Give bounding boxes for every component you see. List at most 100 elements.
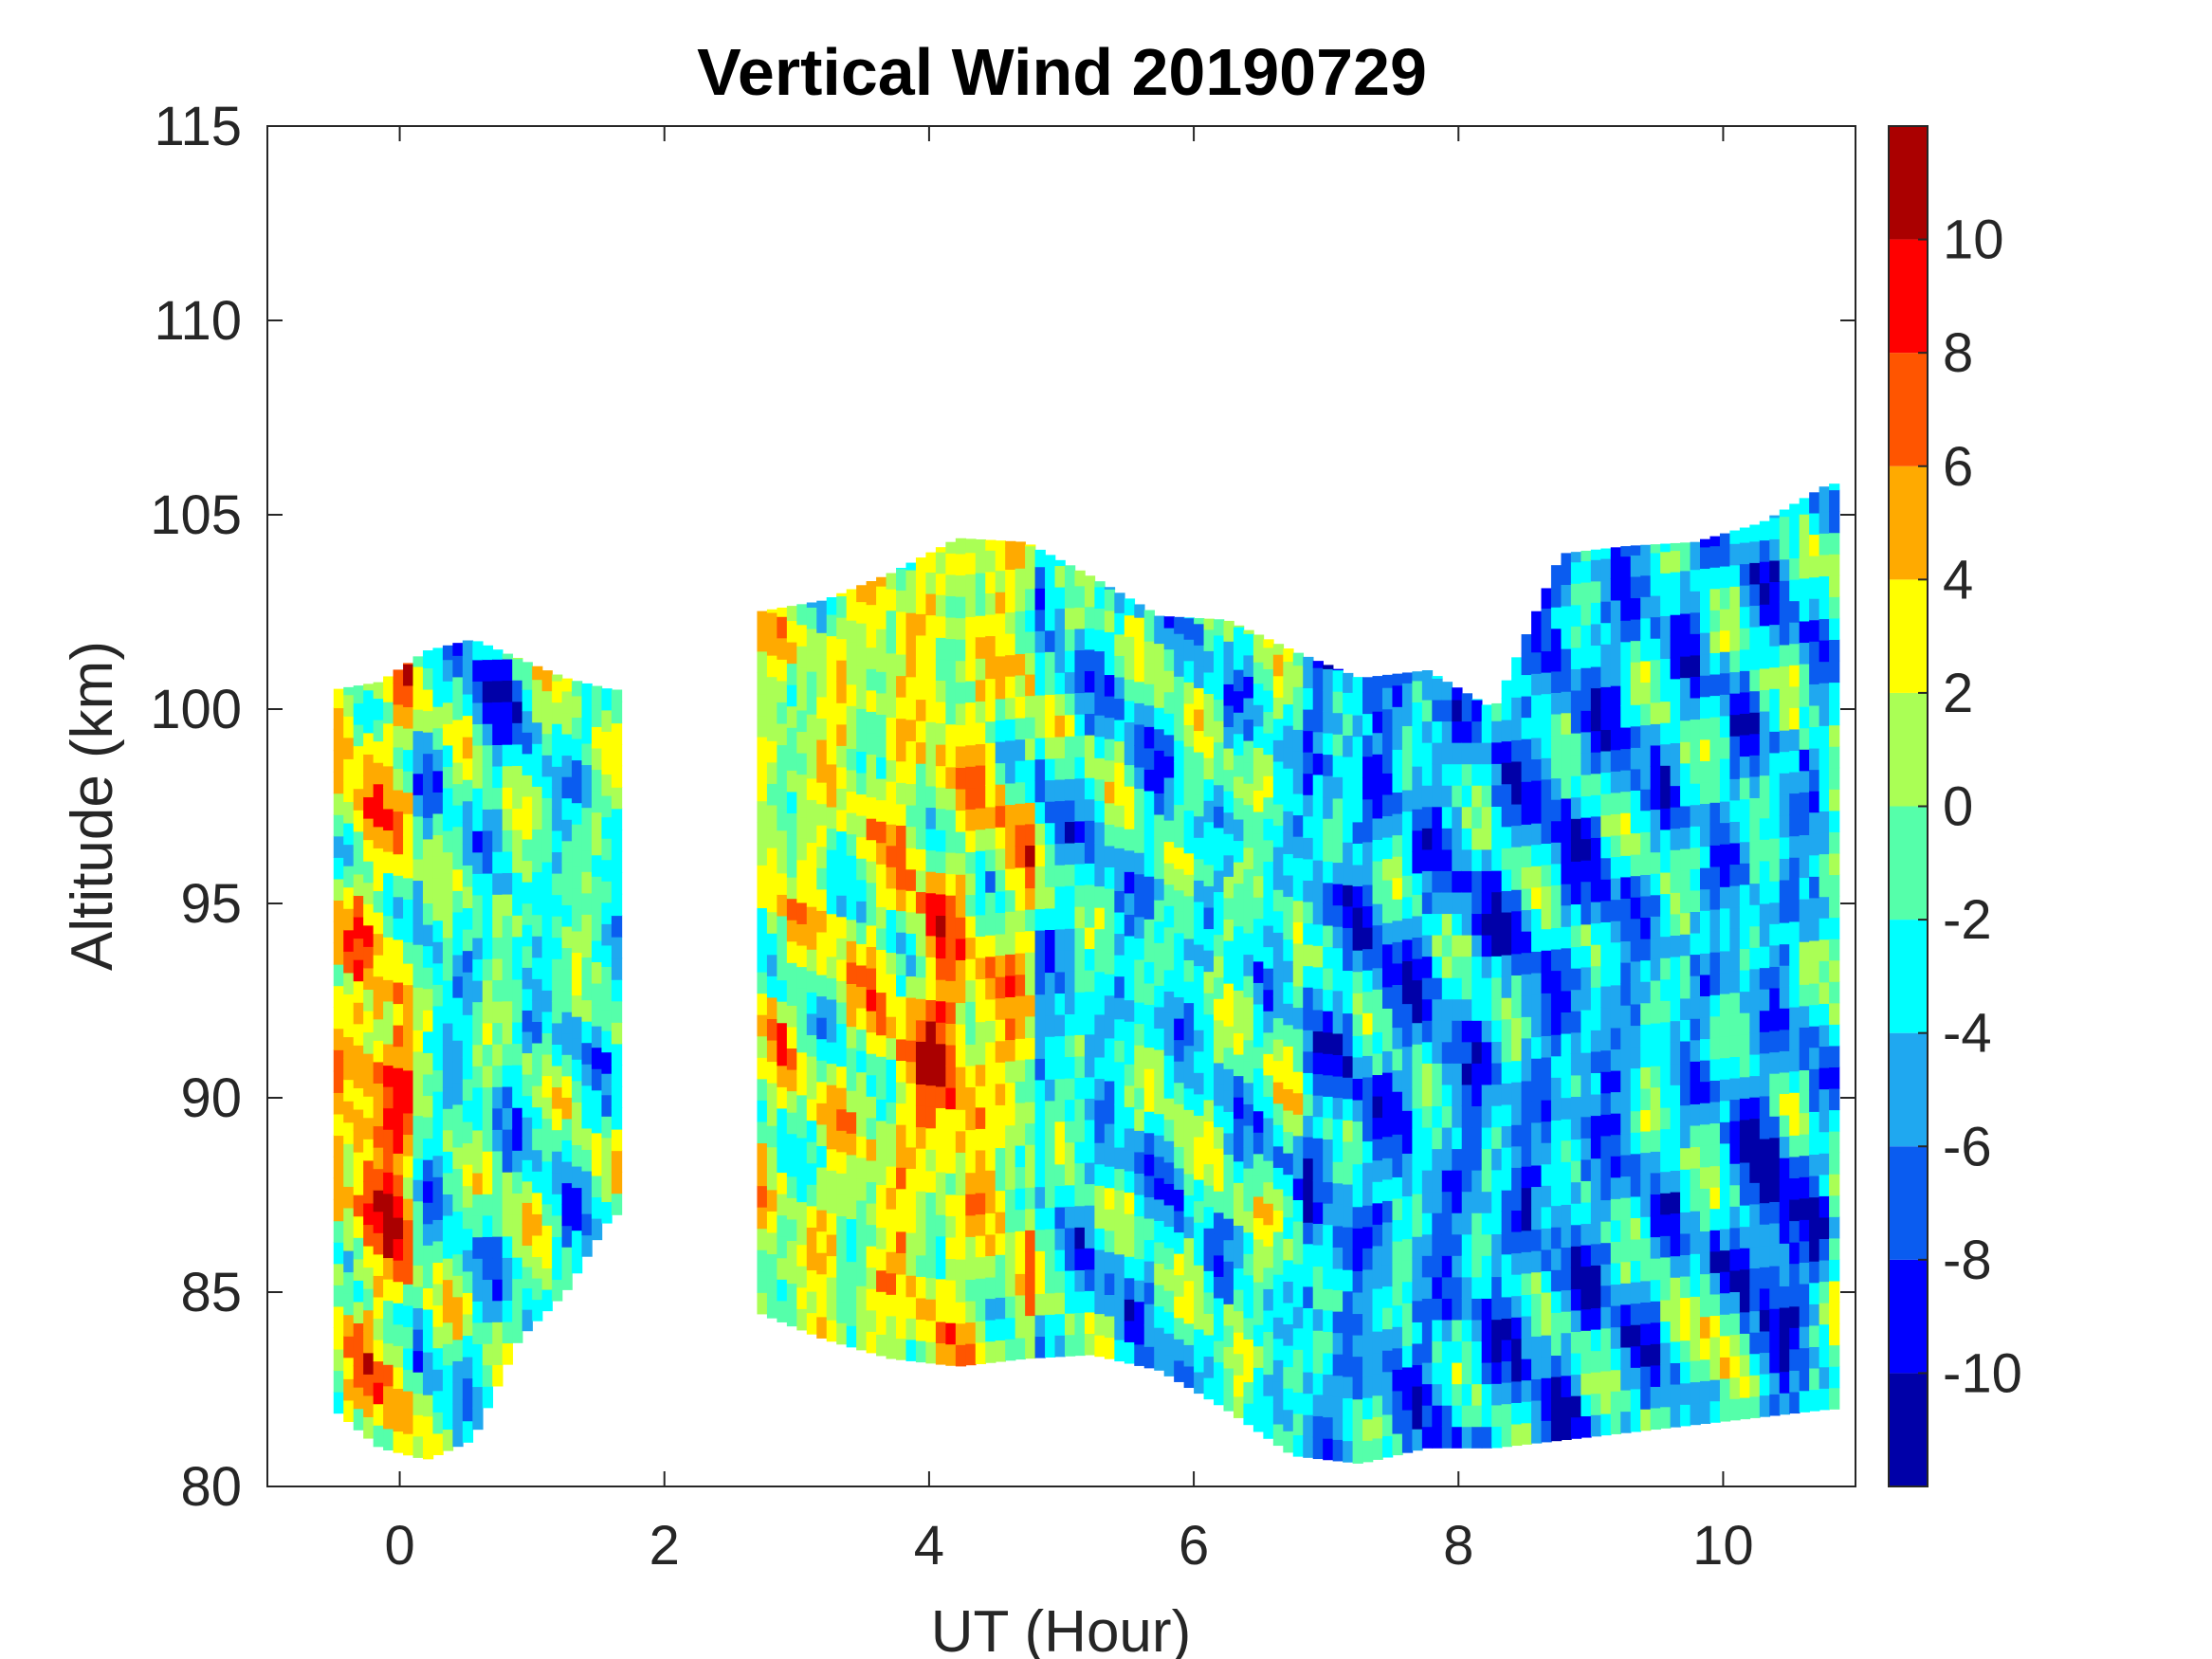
contour-cell (1064, 842, 1076, 866)
contour-cell (1491, 998, 1503, 1021)
contour-cell (1084, 1204, 1096, 1228)
contour-cell (975, 1192, 987, 1215)
contour-cell (1332, 840, 1344, 864)
contour-cell (412, 858, 424, 882)
contour-cell (866, 1245, 877, 1268)
contour-cell (1252, 1238, 1265, 1262)
contour-cell (1104, 1080, 1116, 1103)
contour-cell (1610, 1176, 1622, 1199)
contour-cell (472, 1044, 484, 1066)
contour-cell (1581, 753, 1592, 775)
contour-cell (1610, 684, 1622, 708)
contour-cell (886, 780, 897, 804)
contour-cell (1441, 828, 1453, 850)
contour-cell (572, 930, 583, 954)
contour-cell (1104, 1037, 1116, 1060)
contour-cell (383, 701, 394, 724)
contour-cell (383, 1428, 394, 1450)
contour-cell (1491, 1191, 1503, 1213)
contour-cell (353, 916, 364, 939)
contour-cell (1581, 1223, 1592, 1246)
contour-cell (1084, 798, 1096, 821)
contour-cell (1381, 879, 1394, 902)
contour-cell (1650, 1172, 1661, 1195)
contour-cell (412, 965, 424, 988)
contour-cell (393, 960, 404, 983)
contour-cell (1392, 1176, 1403, 1199)
contour-cell (1332, 690, 1344, 714)
contour-cell (1352, 906, 1363, 930)
contour-cell (1124, 700, 1136, 723)
contour-cell (1680, 1083, 1691, 1106)
contour-cell (995, 634, 1006, 657)
contour-cell (1412, 1235, 1423, 1259)
contour-cell (925, 635, 937, 659)
contour-cell (1223, 1196, 1234, 1219)
contour-cell (1630, 875, 1641, 898)
contour-cell (1531, 629, 1543, 653)
contour-cell (1660, 1213, 1672, 1236)
contour-cell (1283, 1323, 1294, 1346)
contour-cell (886, 823, 897, 847)
contour-cell (1531, 994, 1543, 1016)
contour-cell (1154, 1284, 1165, 1307)
contour-cell (896, 825, 907, 848)
contour-cell (1381, 751, 1394, 774)
contour-cell (1680, 720, 1691, 742)
contour-cell (412, 1222, 424, 1245)
contour-cell (1640, 639, 1652, 662)
contour-cell (777, 1065, 788, 1087)
contour-cell (1570, 1096, 1582, 1119)
contour-cell (1769, 859, 1781, 882)
contour-cell (1501, 804, 1512, 828)
contour-cell (1183, 1194, 1195, 1217)
contour-cell (1581, 1244, 1592, 1267)
contour-cell (521, 1030, 533, 1054)
contour-cell (1343, 1012, 1354, 1035)
contour-cell (945, 788, 957, 811)
contour-cell (896, 1295, 907, 1318)
contour-cell (866, 1159, 877, 1183)
contour-cell (1034, 1314, 1046, 1338)
contour-cell (343, 844, 355, 866)
contour-cell (1323, 817, 1334, 841)
contour-cell (1531, 779, 1543, 803)
contour-cell (1045, 1249, 1056, 1272)
contour-cell (432, 1048, 444, 1071)
contour-cell (1243, 1296, 1254, 1319)
contour-cell (1194, 665, 1205, 688)
contour-cell (1759, 1052, 1771, 1075)
contour-cell (1034, 1164, 1046, 1188)
contour-cell (1769, 794, 1781, 818)
contour-cell (1323, 1031, 1334, 1054)
contour-cell (1709, 1143, 1721, 1167)
contour-cell (1124, 892, 1136, 915)
contour-cell (572, 887, 583, 910)
contour-cell (541, 711, 553, 735)
contour-cell (876, 1120, 887, 1142)
contour-cell (905, 1018, 917, 1041)
contour-cell (1709, 545, 1721, 568)
contour-cell (1511, 910, 1523, 933)
contour-cell (1143, 747, 1156, 770)
contour-cell (1203, 949, 1215, 973)
contour-cell (985, 1063, 996, 1085)
contour-cell (472, 1407, 484, 1431)
contour-cell (1511, 1060, 1523, 1083)
contour-cell (1640, 1109, 1652, 1132)
contour-cell (1292, 1392, 1305, 1414)
contour-cell (1025, 908, 1036, 932)
contour-cell (1074, 735, 1086, 757)
contour-cell (1372, 860, 1383, 884)
contour-cell (1094, 821, 1106, 845)
contour-cell (1223, 1175, 1234, 1198)
contour-cell (866, 1202, 877, 1226)
contour-cell (1154, 899, 1165, 922)
contour-cell (1759, 1138, 1771, 1161)
contour-cell (1739, 627, 1751, 650)
contour-cell (502, 893, 514, 917)
contour-cell (1749, 903, 1761, 927)
contour-cell (1163, 1076, 1175, 1099)
contour-cell (1154, 835, 1165, 858)
contour-cell (945, 851, 957, 875)
